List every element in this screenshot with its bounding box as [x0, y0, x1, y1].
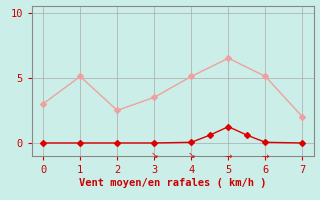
Text: →: →	[225, 151, 232, 160]
Text: →: →	[262, 151, 269, 160]
X-axis label: Vent moyen/en rafales ( km/h ): Vent moyen/en rafales ( km/h )	[79, 178, 267, 188]
Text: ↘: ↘	[150, 151, 158, 160]
Text: ↘: ↘	[188, 151, 195, 160]
